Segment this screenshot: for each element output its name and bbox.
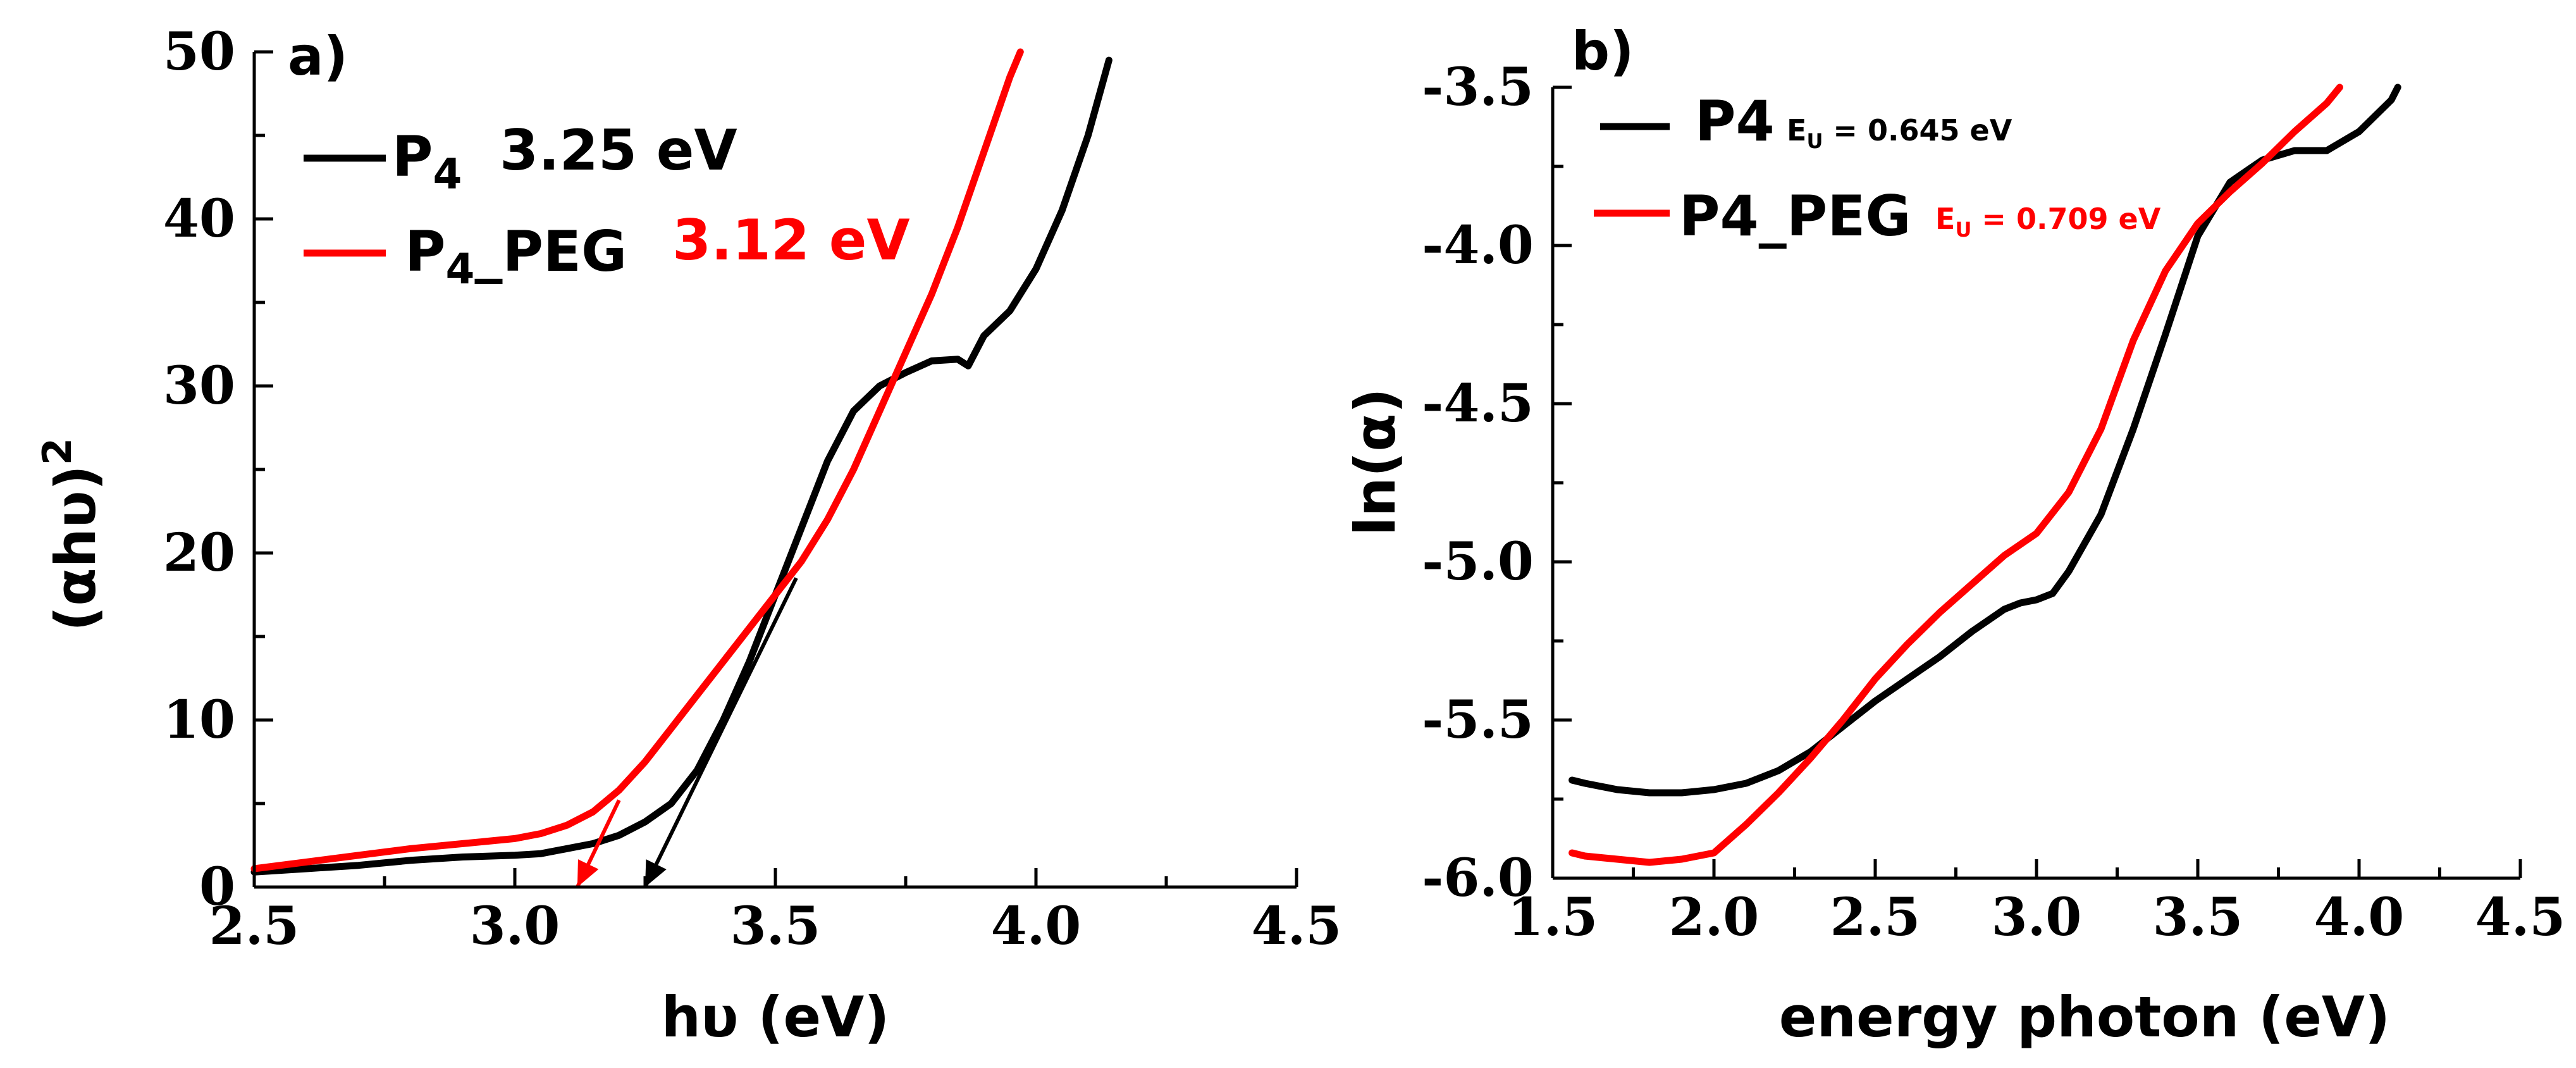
x-tick-label: 2.5	[1830, 887, 1921, 948]
x-tick-label: 2.0	[1669, 887, 1759, 948]
panel-a-legend: P4 3.25 eV P4_PEG 3.12 eV	[304, 118, 910, 294]
legend-label-p4-peg: P4_PEG	[405, 219, 627, 294]
x-tick-label: 1.5	[1508, 887, 1598, 948]
panel-b-label: b)	[1572, 20, 1634, 82]
y-tick-label: -5.5	[1422, 690, 1534, 750]
legend-label-p4: P4	[392, 124, 462, 199]
y-tick-label: -3.5	[1422, 57, 1534, 118]
panel-b-ticks: 1.5 2.0 2.5 3.0 3.5 4.0 4.5 -6.0 -5.5 -5.0 -4.5 -4.…	[1422, 57, 2565, 948]
series-line-p4-peg	[250, 48, 1024, 872]
panel-a-x-axis-title: hυ (eV)	[662, 984, 890, 1050]
y-tick-label: 30	[163, 356, 235, 416]
y-tick-label: 50	[163, 22, 235, 82]
legend-eu-b-p4-peg: EU = 0.709 eV	[1935, 202, 2161, 242]
y-tick-label: -4.5	[1422, 373, 1534, 434]
panel-a-y-axis-title: (αhυ)2	[34, 438, 108, 631]
panel-a: 2.5 3.0 3.5 4.0 4.5 0 10 20 30 40 50 a) hυ (eV) (α…	[34, 22, 1341, 1050]
panel-a-y-axis-title-sup: 2	[34, 438, 80, 465]
x-tick-label: 2.5	[209, 896, 300, 957]
series-line-p4	[250, 56, 1112, 876]
legend-eu-b-p4: EU = 0.645 eV	[1787, 113, 2012, 153]
tangent-line-p4	[643, 577, 798, 888]
y-tick-label: -5.0	[1422, 531, 1534, 592]
panel-a-tangents	[576, 577, 798, 888]
panel-b-y-axis-title: ln(α)	[1343, 388, 1408, 536]
y-tick-label: 20	[163, 523, 235, 583]
x-tick-label: 3.0	[1992, 887, 2082, 948]
legend-label-b-p4-peg: P4_PEG	[1679, 183, 1911, 249]
tangent-arrowhead-p4-peg	[577, 859, 599, 887]
x-tick-label: 3.5	[2153, 887, 2243, 948]
legend-value-p4: 3.25 eV	[500, 118, 737, 183]
panel-b: 1.5 2.0 2.5 3.0 3.5 4.0 4.5 -6.0 -5.5 -5.0 -4.5 -4.…	[1343, 20, 2565, 1050]
panel-a-curves	[250, 48, 1112, 876]
x-tick-label: 4.5	[2475, 887, 2566, 948]
legend-value-p4-peg: 3.12 eV	[672, 208, 910, 273]
panel-a-y-axis-title-base: (αhυ)	[43, 465, 108, 631]
x-tick-label: 3.0	[470, 896, 560, 957]
panel-a-ticks: 2.5 3.0 3.5 4.0 4.5 0 10 20 30 40 50	[163, 22, 1341, 957]
x-tick-label: 3.5	[730, 896, 821, 957]
panel-b-curves	[1568, 84, 2401, 866]
x-tick-label: 4.0	[2314, 887, 2405, 948]
y-tick-label: -6.0	[1422, 848, 1534, 909]
y-tick-label: -4.0	[1422, 215, 1534, 276]
panel-b-legend: P4 EU = 0.645 eV P4_PEG EU = 0.709 eV	[1594, 89, 2161, 249]
x-tick-label: 4.0	[991, 896, 1082, 957]
tangent-arrowhead-p4	[645, 859, 667, 887]
panel-a-label: a)	[288, 25, 348, 87]
panel-b-x-axis-title: energy photon (eV)	[1779, 984, 2391, 1050]
series-line-p4-peg	[1568, 84, 2343, 866]
legend-label-b-p4: P4	[1695, 89, 1775, 154]
y-tick-label: 0	[199, 857, 235, 917]
y-tick-label: 10	[163, 690, 235, 750]
y-tick-label: 40	[163, 189, 235, 249]
x-tick-label: 4.5	[1252, 896, 1342, 957]
